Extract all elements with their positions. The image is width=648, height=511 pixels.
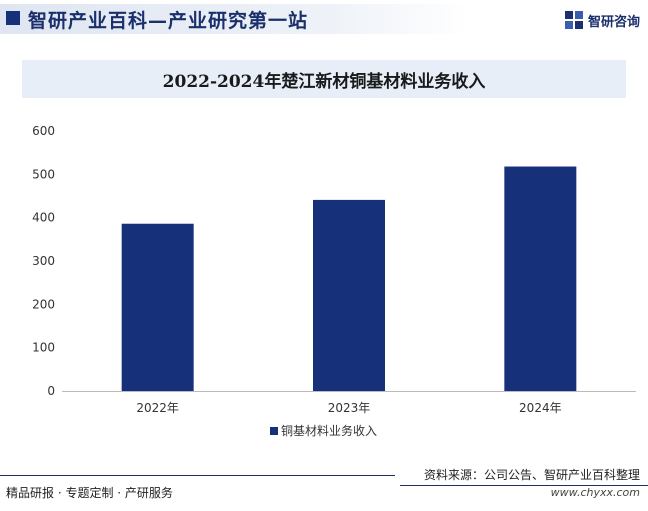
site-url[interactable]: www.chyxx.com (550, 486, 640, 499)
bar (313, 199, 385, 391)
y-tick-label: 200 (32, 297, 55, 311)
x-tick-label: 2024年 (519, 401, 562, 415)
y-tick-label: 300 (32, 254, 55, 268)
source-note: 资料来源：公司公告、智研产业百科整理 (423, 468, 640, 482)
footer-rule-right (400, 485, 648, 486)
bar-chart: 0 100 200 300 400 500 600 2022年 2023年 2024年铜基材料业务… (32, 124, 636, 438)
bar (504, 166, 577, 391)
x-tick-label: 2022年 (136, 401, 179, 415)
brand-logo-icon (564, 11, 583, 29)
chart-title: 2022-2024年楚江新材铜基材料业务收入 (162, 71, 486, 92)
chart-title-band: 2022-2024年楚江新材铜基材料业务收入 (22, 60, 626, 98)
legend-swatch (270, 427, 278, 435)
site-title: 智研产业百科—产业研究第一站 (28, 10, 309, 32)
legend-label: 铜基材料业务收入 (281, 423, 377, 438)
y-tick-label: 100 (32, 341, 55, 355)
y-tick-label: 600 (32, 124, 55, 138)
banner-background (0, 4, 470, 34)
top-banner: 智研产业百科—产业研究第一站 智研咨询 (0, 0, 648, 40)
bar (121, 223, 194, 391)
y-tick-label: 500 (32, 167, 55, 181)
y-tick-label: 0 (47, 384, 55, 398)
footer: 资料来源：公司公告、智研产业百科整理 精品研报 · 专题定制 · 产研服务 ww… (0, 458, 648, 511)
banner-square-icon (6, 11, 20, 25)
brand[interactable]: 智研咨询 (564, 9, 640, 31)
y-tick-label: 400 (32, 211, 55, 225)
services-line: 精品研报 · 专题定制 · 产研服务 (6, 486, 173, 500)
footer-rule-left (0, 475, 395, 476)
x-tick-label: 2023年 (328, 401, 371, 415)
brand-name: 智研咨询 (587, 14, 640, 30)
